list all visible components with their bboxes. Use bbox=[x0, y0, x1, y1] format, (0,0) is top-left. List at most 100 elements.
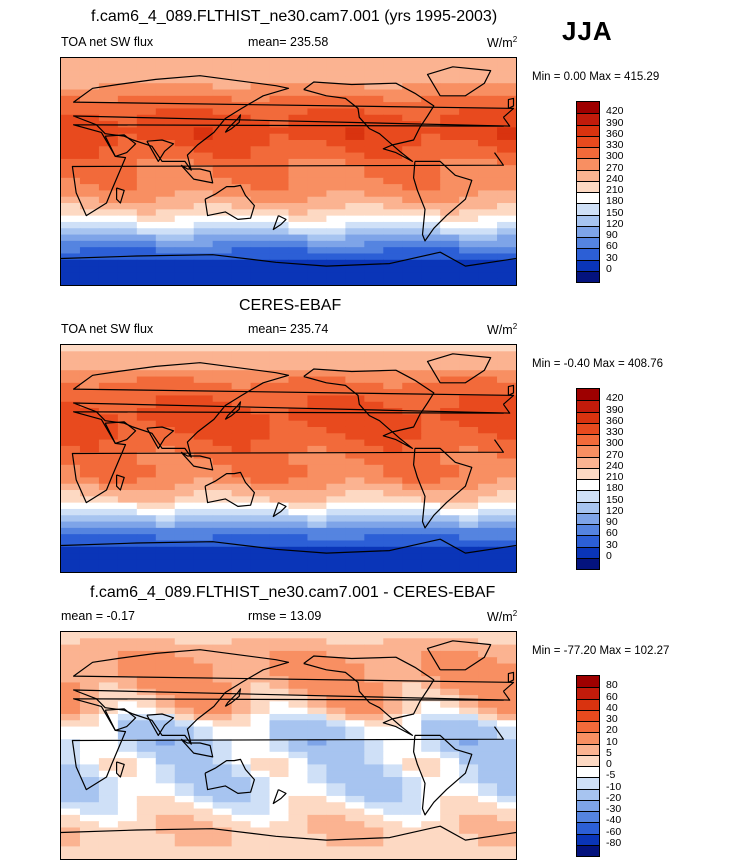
field-cell bbox=[61, 802, 81, 810]
field-cell bbox=[421, 521, 441, 529]
field-cell bbox=[61, 76, 81, 84]
field-cell bbox=[383, 152, 403, 160]
field-cell bbox=[98, 108, 119, 116]
field-cell bbox=[155, 152, 176, 160]
field-cell bbox=[459, 789, 479, 797]
field-cell bbox=[459, 713, 479, 721]
field-cell bbox=[402, 777, 422, 784]
field-cell bbox=[117, 259, 138, 267]
field-cell bbox=[307, 234, 328, 242]
field-cell bbox=[193, 376, 214, 384]
field-cell bbox=[402, 395, 422, 403]
field-cell bbox=[212, 808, 233, 816]
field-cell bbox=[402, 414, 422, 422]
field-cell bbox=[364, 777, 384, 784]
field-cell bbox=[478, 165, 498, 173]
field-cell bbox=[421, 827, 441, 835]
colorbar-swatch bbox=[577, 411, 599, 423]
field-cell bbox=[307, 540, 328, 548]
field-cell bbox=[61, 483, 81, 491]
field-cell bbox=[193, 638, 214, 646]
field-cell bbox=[440, 376, 460, 384]
field-cell bbox=[383, 76, 403, 84]
field-cell bbox=[250, 833, 271, 841]
field-cell bbox=[497, 565, 516, 572]
field-cell bbox=[231, 783, 252, 791]
field-cell bbox=[459, 64, 479, 72]
panel3-field bbox=[61, 632, 516, 859]
coastline bbox=[115, 187, 125, 204]
field-cell bbox=[421, 534, 441, 542]
field-cell bbox=[383, 64, 403, 72]
field-cell bbox=[497, 770, 516, 778]
field-cell bbox=[307, 133, 328, 141]
field-cell bbox=[98, 420, 119, 428]
field-cell bbox=[345, 559, 365, 567]
field-cell bbox=[79, 739, 100, 747]
field-cell bbox=[402, 357, 422, 365]
field-cell bbox=[478, 452, 498, 460]
field-cell bbox=[383, 701, 403, 709]
field-cell bbox=[136, 496, 157, 504]
field-cell bbox=[155, 240, 176, 248]
field-cell bbox=[117, 83, 138, 91]
field-cell bbox=[288, 527, 309, 535]
field-cell bbox=[193, 795, 214, 803]
field-cell bbox=[364, 477, 384, 485]
field-cell bbox=[212, 515, 233, 523]
field-cell bbox=[459, 234, 479, 242]
field-cell bbox=[117, 152, 138, 160]
field-cell bbox=[269, 707, 290, 715]
field-cell bbox=[459, 638, 479, 646]
field-cell bbox=[98, 203, 119, 210]
field-cell bbox=[364, 527, 384, 535]
field-cell bbox=[269, 152, 290, 160]
field-cell bbox=[497, 477, 516, 485]
field-cell bbox=[79, 247, 100, 255]
field-cell bbox=[440, 370, 460, 378]
field-cell bbox=[193, 240, 214, 248]
field-cell bbox=[174, 502, 195, 510]
field-cell bbox=[497, 783, 516, 791]
field-cell bbox=[364, 783, 384, 791]
field-cell bbox=[98, 764, 119, 772]
field-cell bbox=[250, 203, 271, 210]
field-cell bbox=[61, 745, 81, 753]
field-cell bbox=[326, 351, 346, 359]
field-cell bbox=[212, 259, 233, 267]
field-cell bbox=[61, 833, 81, 841]
colorbar-swatch bbox=[577, 445, 599, 457]
field-cell bbox=[364, 139, 384, 147]
field-cell bbox=[98, 840, 119, 847]
field-cell bbox=[61, 445, 81, 453]
field-cell bbox=[326, 650, 346, 658]
field-cell bbox=[117, 638, 138, 646]
colorbar-tick-label: 5 bbox=[606, 746, 612, 759]
field-cell bbox=[155, 345, 176, 352]
field-cell bbox=[117, 515, 138, 523]
field-cell bbox=[307, 496, 328, 504]
field-cell bbox=[440, 259, 460, 267]
field-cell bbox=[231, 177, 252, 185]
field-cell bbox=[383, 439, 403, 447]
field-cell bbox=[364, 496, 384, 504]
field-cell bbox=[326, 70, 346, 78]
field-cell bbox=[250, 215, 271, 223]
colorbar-tick-label: -10 bbox=[606, 780, 622, 793]
field-cell bbox=[193, 745, 214, 753]
field-cell bbox=[174, 477, 195, 485]
field-cell bbox=[269, 133, 290, 141]
field-cell bbox=[61, 108, 81, 116]
field-cell bbox=[345, 527, 365, 535]
field-cell bbox=[250, 632, 271, 639]
field-cell bbox=[61, 701, 81, 709]
field-cell bbox=[193, 490, 214, 497]
field-cell bbox=[459, 196, 479, 204]
field-cell bbox=[231, 363, 252, 371]
field-cell bbox=[79, 764, 100, 772]
field-cell bbox=[212, 171, 233, 179]
field-cell bbox=[478, 266, 498, 273]
field-cell bbox=[307, 808, 328, 816]
field-cell bbox=[326, 726, 346, 734]
field-cell bbox=[231, 152, 252, 160]
